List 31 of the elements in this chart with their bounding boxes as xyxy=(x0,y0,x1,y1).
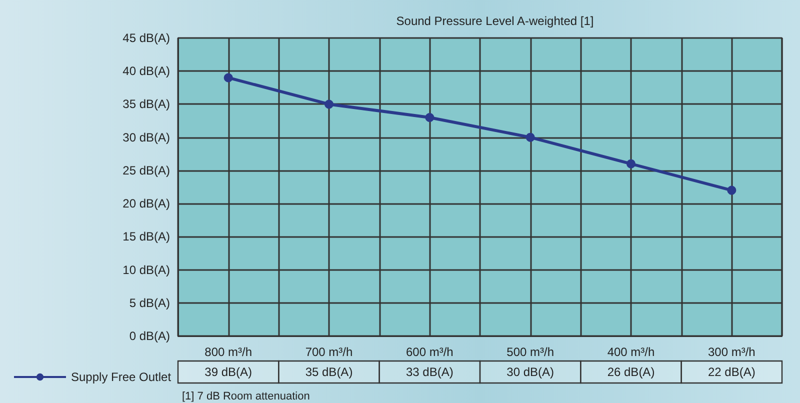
data-label: 30 dB(A) xyxy=(506,365,554,379)
point xyxy=(727,186,736,195)
y-tick-label: 30 dB(A) xyxy=(122,130,170,144)
data-label: 35 dB(A) xyxy=(305,365,353,379)
point xyxy=(425,112,434,122)
y-tick-label: 40 dB(A) xyxy=(122,64,170,78)
y-tick-label: 5 dB(A) xyxy=(129,296,170,310)
y-tick-label: 20 dB(A) xyxy=(122,196,170,211)
point xyxy=(626,159,636,168)
data-label: 33 dB(A) xyxy=(406,365,454,379)
chart-title: Sound Pressure Level A-weighted [1] xyxy=(396,14,594,28)
text: [1] 7 dB Room attenuation xyxy=(182,390,310,402)
x-tick-label: 400 m³/h xyxy=(607,345,655,359)
x-tick-label: 500 m³/h xyxy=(506,345,554,359)
x-tick-label: 300 m³/h xyxy=(708,345,756,359)
point xyxy=(324,100,334,109)
y-tick-label: 10 dB(A) xyxy=(122,262,170,277)
data-label: 22 dB(A) xyxy=(708,365,756,379)
point xyxy=(526,132,535,142)
x-tick-label: 600 m³/h xyxy=(406,345,454,359)
y-tick-label: 15 dB(A) xyxy=(122,230,170,244)
legend-label: Supply Free Outlet xyxy=(71,370,172,384)
point xyxy=(224,73,233,82)
y-tick-label: 0 dB(A) xyxy=(129,329,170,343)
data-label: 26 dB(A) xyxy=(607,365,655,379)
x-tick-label: 700 m³/h xyxy=(305,345,353,359)
data-label: 39 dB(A) xyxy=(204,365,252,379)
y-tick-label: 45 dB(A) xyxy=(122,31,170,45)
x-tick-label: 800 m³/h xyxy=(204,345,252,359)
y-tick-label: 25 dB(A) xyxy=(122,163,170,178)
y-tick-label: 35 dB(A) xyxy=(122,97,170,112)
